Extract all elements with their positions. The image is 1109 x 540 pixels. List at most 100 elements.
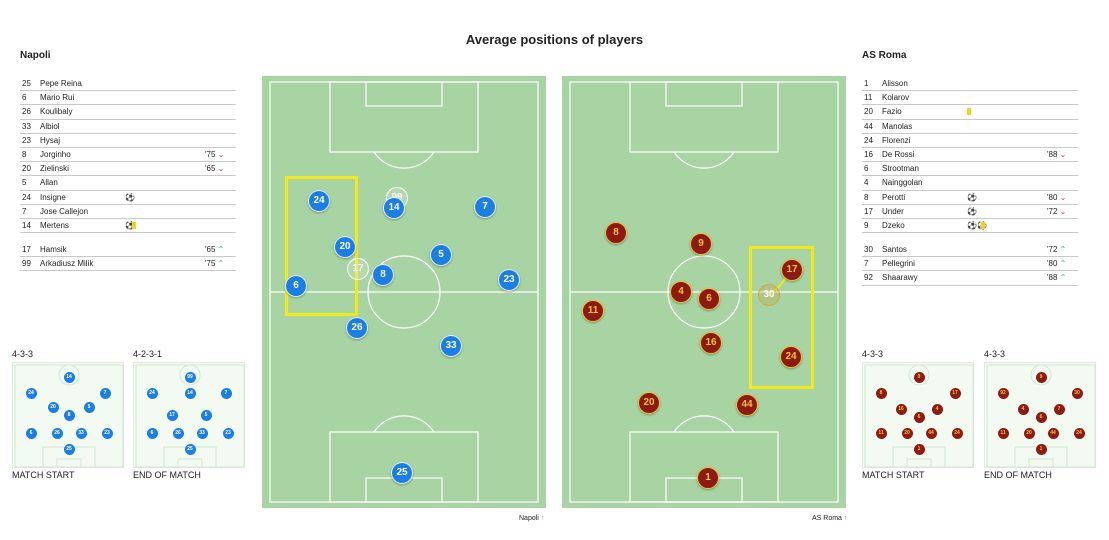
player-number: 33 <box>22 121 31 131</box>
player-number: 20 <box>864 107 873 117</box>
napoli-player-26[interactable]: 26 <box>346 317 368 339</box>
roma-player-11[interactable]: 11 <box>582 300 604 322</box>
player-name: Kolarov <box>882 93 910 103</box>
napoli-subs-row: 99 Arkadiusz Milik '75 ⌃ <box>20 257 236 272</box>
napoli-mini-player: 26 <box>172 427 184 439</box>
napoli-player-6[interactable]: 6 <box>285 275 307 297</box>
roma-mini-player: 6 <box>1035 411 1047 423</box>
sub-in-arrow-icon: ⌃ <box>1057 273 1067 283</box>
roma-formation-start: 4-3-3 <box>862 349 884 359</box>
player-number: 24 <box>22 192 31 202</box>
napoli-player-8[interactable]: 8 <box>372 264 394 286</box>
napoli-player-25[interactable]: 25 <box>391 462 413 484</box>
substitution-time: '65 ⌄ <box>205 164 225 174</box>
roma-mini-player: 92 <box>997 387 1009 399</box>
napoli-mini-player: 6 <box>25 427 37 439</box>
sub-out-arrow-icon: ⌄ <box>215 164 225 174</box>
napoli-starters-row: 20 Zielinski '65 ⌄ <box>20 162 236 177</box>
sub-out-arrow-icon: ⌄ <box>215 149 225 159</box>
roma-mini-pitch-start: 9 8 17 16 4 6 11 20 44 24 1 <box>862 362 974 468</box>
roma-player-6[interactable]: 6 <box>698 288 720 310</box>
napoli-player-17[interactable]: 17 <box>347 258 369 280</box>
napoli-player-5[interactable]: 5 <box>430 244 452 266</box>
roma-starters-row: 6 Strootman <box>862 162 1078 177</box>
player-name: Strootman <box>882 164 919 174</box>
napoli-player-24[interactable]: 24 <box>308 190 330 212</box>
player-number: 6 <box>22 93 27 103</box>
napoli-formation-end: 4-2-3-1 <box>133 349 163 359</box>
roma-starters-row: 4 Nainggolan <box>862 176 1078 191</box>
player-name: Manolas <box>882 121 913 131</box>
napoli-mini-player: 20 <box>47 401 59 413</box>
roma-starters-row: 17 Under ⚽ '72 ⌄ <box>862 205 1078 219</box>
player-name: Arkadiusz Milik <box>40 259 94 269</box>
napoli-starters-row: 7 Jose Callejon <box>20 205 236 219</box>
player-number: 6 <box>864 164 869 174</box>
napoli-starters-row: 33 Albiol <box>20 120 236 134</box>
player-number: 5 <box>22 178 27 188</box>
roma-player-30[interactable]: 30 <box>758 284 780 306</box>
player-name: Koulibaly <box>40 107 73 117</box>
roma-mini-player: 9 <box>1035 371 1047 383</box>
yellow-card-icon <box>132 221 136 229</box>
player-name: Nainggolan <box>882 178 923 188</box>
napoli-mini-player: 8 <box>63 409 75 421</box>
napoli-mini-player: 14 <box>184 387 196 399</box>
sub-out-arrow-icon: ⌄ <box>1057 149 1067 159</box>
roma-subs-row: 30 Santos '72 ⌃ <box>862 243 1078 258</box>
roma-caption-start: MATCH START <box>862 470 925 480</box>
roma-mini-player: 20 <box>1023 427 1035 439</box>
napoli-mini-player: 25 <box>184 443 196 455</box>
napoli-starters-row: 26 Koulibaly <box>20 105 236 120</box>
player-number: 9 <box>864 220 869 230</box>
player-name: Allan <box>40 178 58 188</box>
roma-player-4[interactable]: 4 <box>670 281 692 303</box>
roma-player-20[interactable]: 20 <box>638 392 660 414</box>
napoli-lineup-list: 25 Pepe Reina 6 Mario Rui 26 Koulibaly 33 Albio… <box>20 77 236 272</box>
substitution-time: '72 ⌄ <box>1047 206 1067 216</box>
roma-mini-player: 1 <box>913 443 925 455</box>
player-number: 44 <box>864 121 873 131</box>
roma-player-16[interactable]: 16 <box>700 332 722 354</box>
roma-player-1[interactable]: 1 <box>697 467 719 489</box>
player-name: Pellegrini <box>882 259 915 269</box>
napoli-starters-row: 5 Allan <box>20 176 236 191</box>
goal-icon: ⚽⚽ <box>967 220 987 230</box>
player-number: 7 <box>864 259 869 269</box>
sub-in-arrow-icon: ⌃ <box>1057 259 1067 269</box>
roma-mini-player: 20 <box>901 427 913 439</box>
goal-icon: ⚽ <box>125 220 135 230</box>
napoli-player-33[interactable]: 33 <box>440 335 462 357</box>
player-name: Insigne <box>40 192 66 202</box>
sub-in-arrow-icon: ⌃ <box>1057 245 1067 255</box>
goal-icon: ⚽ <box>967 206 977 216</box>
napoli-player-14[interactable]: 14 <box>383 197 405 219</box>
roma-caption-end: END OF MATCH <box>984 470 1052 480</box>
sub-in-arrow-icon: ⌃ <box>215 245 225 255</box>
player-name: Santos <box>882 245 907 255</box>
napoli-player-7[interactable]: 7 <box>474 196 496 218</box>
napoli-player-20[interactable]: 20 <box>334 236 356 258</box>
napoli-mini-player: 23 <box>101 427 113 439</box>
player-name: Perotti <box>882 192 906 202</box>
roma-player-24[interactable]: 24 <box>780 346 802 368</box>
napoli-caption-start: MATCH START <box>12 470 75 480</box>
player-name: Dzeko <box>882 220 905 230</box>
napoli-mini-player: 7 <box>99 387 111 399</box>
napoli-mini-player: 26 <box>51 427 63 439</box>
napoli-mini-player: 24 <box>146 387 158 399</box>
player-number: 11 <box>864 93 873 103</box>
napoli-highlight-box <box>285 176 358 316</box>
roma-mini-player: 44 <box>925 427 937 439</box>
roma-starters-row: 24 Florenzi <box>862 134 1078 148</box>
napoli-starters-row: 23 Hysaj <box>20 134 236 148</box>
roma-player-17[interactable]: 17 <box>781 259 803 281</box>
roma-mini-pitch-end: 9 92 30 4 7 6 11 20 44 24 1 <box>984 362 1096 468</box>
napoli-starters-row: 8 Jorginho '75 ⌄ <box>20 148 236 163</box>
napoli-player-23[interactable]: 23 <box>498 269 520 291</box>
napoli-pitch: 24 99 14 7 20 5 17 8 23 6 26 33 25 <box>262 76 546 508</box>
player-number: 24 <box>864 135 873 145</box>
roma-player-9[interactable]: 9 <box>690 233 712 255</box>
roma-player-8[interactable]: 8 <box>605 222 627 244</box>
roma-player-44[interactable]: 44 <box>736 394 758 416</box>
